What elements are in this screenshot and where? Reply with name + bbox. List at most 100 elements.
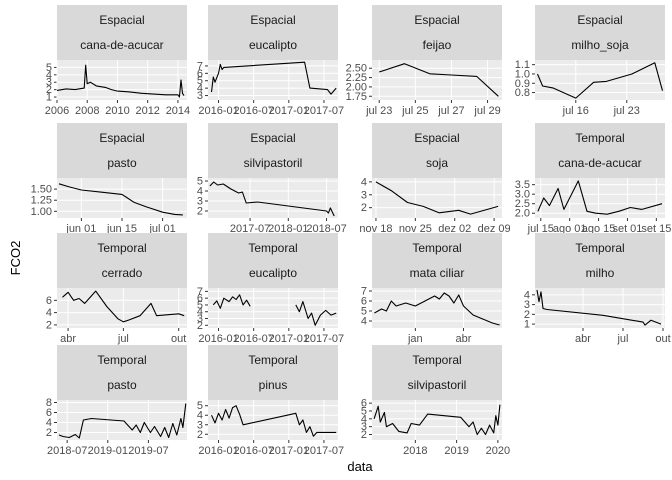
y-tick-label: 0.9 <box>515 78 530 90</box>
y-tick-label: 7 <box>197 60 203 72</box>
y-tick-label: 2 <box>46 319 52 331</box>
facet-strip-label-1: Temporal <box>412 353 461 367</box>
y-tick-label: 4 <box>46 307 52 319</box>
facet-strip-label-1: Espacial <box>99 131 144 145</box>
x-tick-label: 2018-07 <box>306 223 346 235</box>
x-tick-label: jul 23 <box>365 105 392 117</box>
x-tick-label: 2020 <box>486 445 510 457</box>
x-tick-label: 2017-01 <box>269 333 309 345</box>
x-tick-label: 2019-01 <box>88 445 128 457</box>
y-tick-label: 2.25 <box>346 72 367 84</box>
x-tick-label: nov 25 <box>399 223 432 235</box>
facet-espacial-soja: Espacial soja 234 nov 18 nov 25 dez 02 dez 09 <box>359 123 511 235</box>
y-tick-label: 1.25 <box>31 195 52 207</box>
x-tick-label: set 15 <box>641 223 671 235</box>
y-tick-label: 3 <box>197 90 203 102</box>
y-tick-label: 5 <box>361 306 367 318</box>
x-tick-label: ago 15 <box>582 223 616 235</box>
series-line <box>537 180 663 215</box>
facet-strip <box>57 123 187 178</box>
facet-espacial-pasto: Espacial pasto 1.001.251.50 jun 01 jun 15 jul… <box>31 123 187 235</box>
facet-strip-label-2: pasto <box>107 378 137 392</box>
series-line <box>373 404 501 436</box>
x-tick-label: 2012 <box>135 105 159 117</box>
y-tick-label: 4 <box>46 69 52 81</box>
series-line <box>536 289 662 326</box>
series-line <box>210 405 337 437</box>
facet-strip-label-2: pinus <box>259 378 288 392</box>
facet-strip <box>372 123 502 178</box>
y-tick-label: 3 <box>197 313 203 325</box>
facet-strip-label-1: Temporal <box>575 241 624 255</box>
facet-strip-label-1: Temporal <box>248 241 297 255</box>
y-tick-label: 3.5 <box>515 179 530 191</box>
facet-strip-label-1: Espacial <box>250 131 295 145</box>
y-tick-label: 7 <box>197 286 203 298</box>
y-tick-label: 4 <box>361 176 367 188</box>
x-tick-label: 2018-01 <box>268 223 308 235</box>
series-line <box>212 294 251 309</box>
y-tick-label: 2 <box>46 427 52 439</box>
y-tick-label: 6 <box>361 296 367 308</box>
x-tick-label: out <box>655 333 670 345</box>
y-tick-label: 4 <box>197 410 203 422</box>
y-tick-label: 3 <box>361 421 367 433</box>
facet-strip-label-1: Temporal <box>412 241 461 255</box>
x-tick-label: dez 09 <box>478 223 511 235</box>
series-line <box>56 64 185 98</box>
y-tick-label: 4 <box>46 417 52 429</box>
x-tick-label: 2010 <box>105 105 129 117</box>
y-tick-label: 3 <box>524 299 530 311</box>
y-tick-label: 5 <box>197 299 203 311</box>
x-tick-label: jun 15 <box>106 223 137 235</box>
y-tick-label: 0.8 <box>515 87 530 99</box>
facet-temporal-cana-de-acucar: Temporal cana-de-acucar 2.02.53.03.5 jul 15… <box>515 123 671 235</box>
x-tick-label: nov 18 <box>359 223 392 235</box>
y-tick-label: 1.1 <box>515 59 530 71</box>
series-line <box>374 292 500 326</box>
facet-plot-area <box>57 400 187 440</box>
x-tick-label: jul 01 <box>148 223 175 235</box>
x-tick-label: 2017-01 <box>269 445 309 457</box>
y-tick-label: 7 <box>361 286 367 298</box>
y-tick-label: 4 <box>361 413 367 425</box>
facet-temporal-cerrado: Temporal cerrado 246 abr jul out <box>46 233 187 345</box>
y-tick-label: 4 <box>197 186 203 198</box>
facet-espacial-eucalipto: Espacialeucalipto345672016-012016-072017… <box>197 5 344 117</box>
series-line <box>62 290 185 323</box>
facet-strip-label-2: feijao <box>423 38 452 52</box>
facet-strip <box>57 345 187 400</box>
y-tick-label: 6 <box>197 293 203 305</box>
facet-temporal-eucalipto: Temporaleucalipto2345672016-012016-07201… <box>197 233 344 345</box>
y-tick-label: 4 <box>361 316 367 328</box>
x-tick-label: jul 16 <box>562 105 589 117</box>
x-axis-label: data <box>347 459 373 474</box>
x-tick-label: 2016-01 <box>198 445 238 457</box>
y-tick-label: 2 <box>361 429 367 441</box>
x-tick-label: jun 01 <box>65 223 96 235</box>
facet-strip-label-2: cana-de-acucar <box>80 38 163 52</box>
facet-strip <box>535 5 665 60</box>
y-tick-label: 5 <box>197 176 203 188</box>
series-line <box>210 61 337 95</box>
y-tick-label: 2.50 <box>346 63 367 75</box>
facet-strip-label-1: Temporal <box>97 353 146 367</box>
facet-strip-label-2: silvipastoril <box>244 156 303 170</box>
x-tick-label: jul 27 <box>437 105 464 117</box>
facet-strip-label-2: pasto <box>107 156 137 170</box>
facet-strip-label-1: Espacial <box>250 13 295 27</box>
x-tick-label: 2017-01 <box>269 105 309 117</box>
facet-espacial-milho-soja: Espacial milho_soja 0.80.91.01.1 jul 16 jul … <box>515 5 665 117</box>
series-line <box>58 403 187 439</box>
series-line <box>209 181 335 217</box>
y-tick-label: 3 <box>361 189 367 201</box>
facet-strip-label-1: Espacial <box>99 13 144 27</box>
x-tick-label: set 01 <box>612 223 642 235</box>
y-tick-label: 3 <box>197 419 203 431</box>
